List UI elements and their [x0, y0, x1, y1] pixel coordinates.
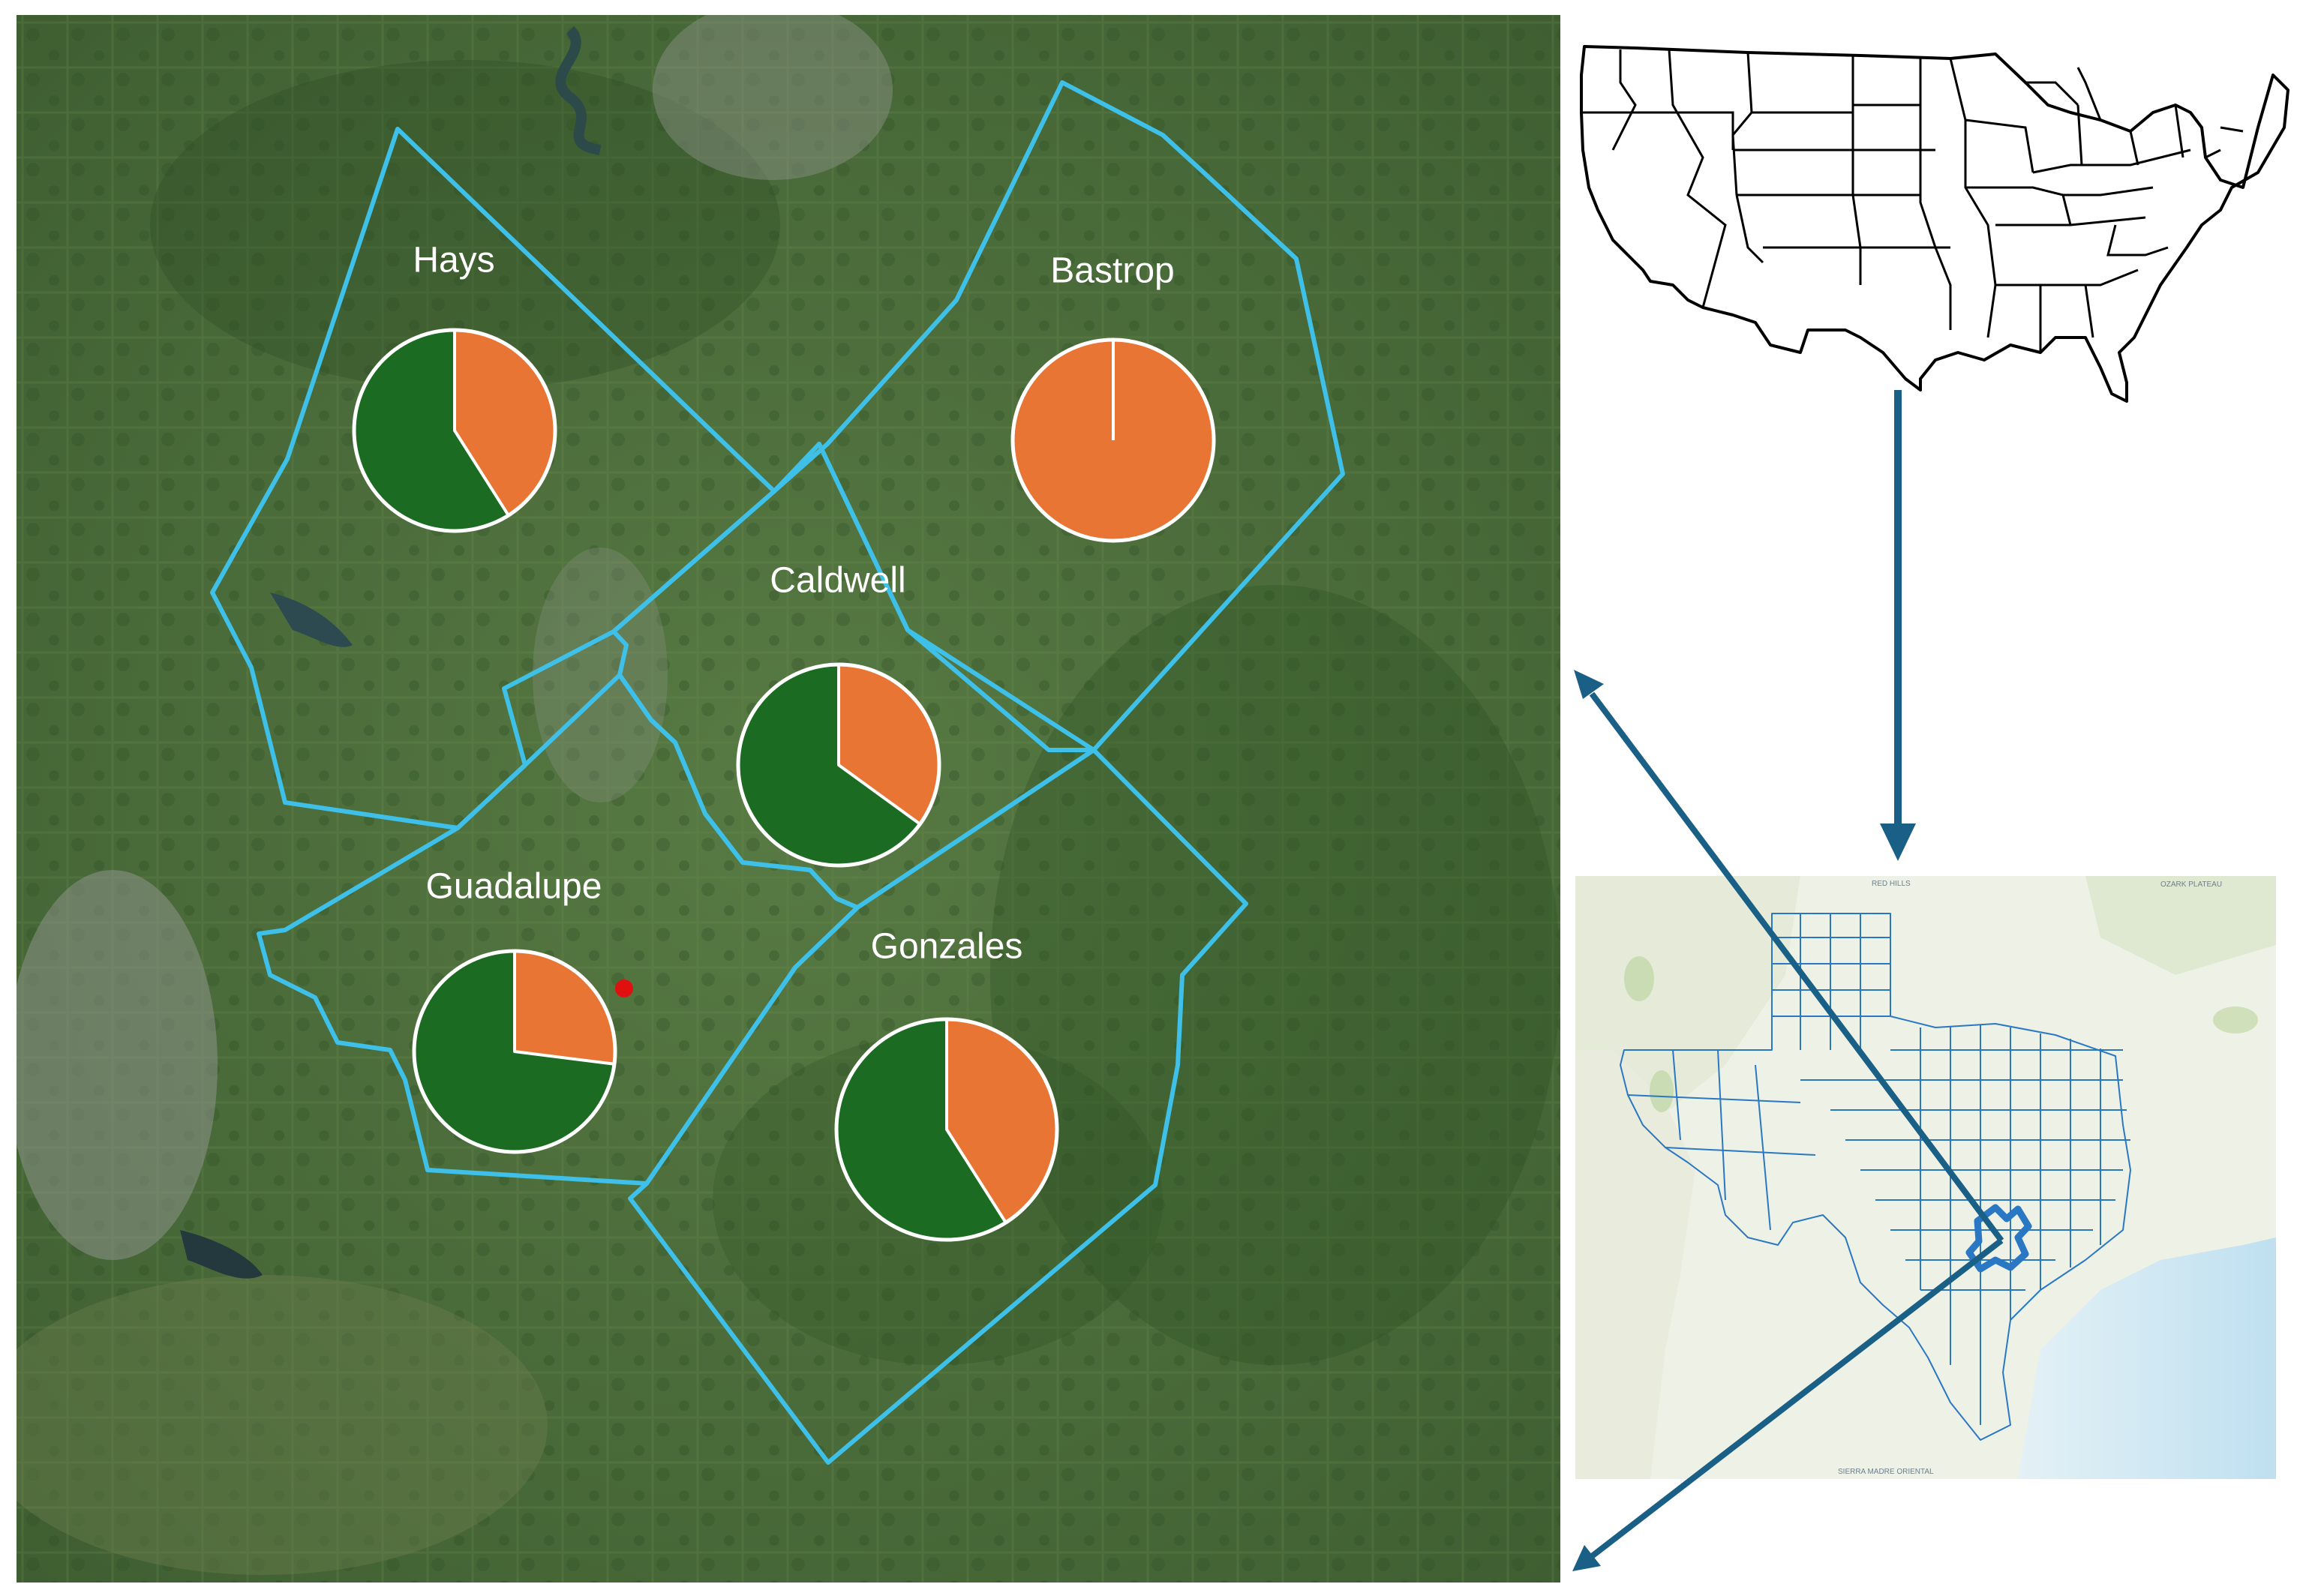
forest-patch	[990, 585, 1560, 1365]
farmland-patch	[17, 1275, 548, 1575]
pie-ring	[412, 949, 617, 1154]
inset-study-area-outline	[1965, 1204, 2032, 1273]
county-label-gonzales: Gonzales	[871, 927, 1023, 967]
inset-place-label: RED HILLS	[1872, 880, 1911, 888]
inset-place-label: OZARK PLATEAU	[2160, 880, 2222, 889]
pie-caldwell	[736, 662, 941, 868]
pie-guadalupe	[412, 949, 617, 1154]
county-label-guadalupe: Guadalupe	[426, 867, 602, 907]
arrow-texas-to-satellite-top	[1589, 692, 2004, 1243]
pie-bastrop	[1010, 338, 1216, 543]
arrowhead-icon	[1572, 1545, 1601, 1571]
pie-ring	[1010, 338, 1216, 543]
us-state-lines	[1581, 49, 2244, 352]
county-labels: Hays Bastrop Caldwell Guadalupe Gonzales	[413, 241, 1174, 967]
inset-gulf-water	[2018, 1238, 2276, 1479]
pie-gonzales	[834, 1017, 1059, 1242]
river-water	[555, 26, 602, 155]
usa-states-outline-icon	[1580, 45, 2289, 403]
county-outline-bastrop	[772, 80, 1345, 752]
forest-patch	[150, 60, 780, 390]
inset-terrain	[1575, 1050, 1695, 1479]
callout-arrows	[1572, 390, 2004, 1571]
county-pie-charts	[352, 328, 1216, 1242]
inset-terrain	[2085, 876, 2276, 975]
lake-water	[180, 1230, 263, 1279]
pie-ring	[352, 328, 557, 533]
county-outline-guadalupe	[257, 673, 860, 1186]
urban-area	[653, 15, 893, 180]
pie-hays	[352, 328, 557, 533]
texas-outline	[1620, 913, 2131, 1441]
county-label-bastrop: Bastrop	[1050, 251, 1174, 291]
arrowhead-icon	[1880, 824, 1916, 861]
arrow-texas-to-satellite-bottom	[1590, 1238, 2004, 1559]
inset-forest	[2213, 1006, 2258, 1034]
inset-forest	[1624, 956, 1654, 1001]
urban-area	[17, 870, 218, 1260]
inset-forest	[1650, 1070, 1674, 1112]
county-label-hays: Hays	[413, 241, 494, 280]
county-label-caldwell: Caldwell	[770, 561, 905, 601]
inset-place-label: SIERRA MADRE ORIENTAL	[1838, 1468, 1934, 1476]
county-outline-gonzales	[628, 748, 1248, 1465]
texas-counties-basemap-icon: RED HILLS OZARK PLATEAU SIERRA MADRE ORI…	[1575, 876, 2276, 1479]
pie-ring	[834, 1017, 1059, 1242]
county-boundaries	[210, 80, 1345, 1465]
red-dot-marker-icon	[615, 980, 633, 998]
urban-area	[533, 548, 668, 802]
usa-outline	[1580, 45, 2289, 403]
arrowhead-icon	[1574, 670, 1604, 699]
pie-ring	[736, 662, 941, 868]
lake-water	[270, 592, 353, 647]
